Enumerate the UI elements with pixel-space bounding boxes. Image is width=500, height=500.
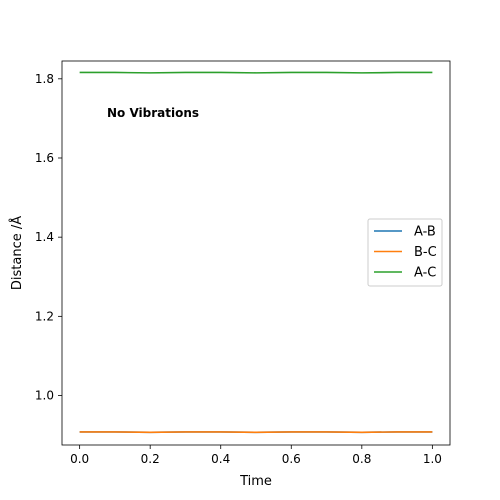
x-tick-label: 0.6 [282, 452, 301, 466]
x-axis: 0.0 0.2 0.4 0.6 0.8 1.0 [70, 445, 442, 466]
x-axis-label: Time [239, 474, 272, 489]
x-tick-label: 0.8 [352, 452, 371, 466]
legend-label-a-b: A-B [414, 225, 436, 240]
legend: A-B B-C A-C [367, 218, 443, 287]
x-tick-label: 0.0 [70, 452, 89, 466]
legend-label-a-c: A-C [414, 266, 436, 281]
legend-label-b-c: B-C [414, 245, 437, 260]
y-tick-label: 1.4 [35, 230, 54, 244]
y-axis: 1.0 1.2 1.4 1.6 1.8 [35, 72, 62, 403]
series-layer [79, 71, 433, 434]
y-axis-label: Distance /Å [9, 216, 25, 290]
x-tick-label: 1.0 [423, 452, 442, 466]
x-tick-label: 0.4 [211, 452, 230, 466]
y-tick-label: 1.8 [35, 72, 54, 86]
y-tick-label: 1.6 [35, 151, 54, 165]
x-tick-label: 0.2 [141, 452, 160, 466]
annotation-no-vibrations: No Vibrations [107, 106, 199, 120]
legend-frame [367, 218, 443, 287]
y-tick-label: 1.2 [35, 309, 54, 323]
plot-frame [61, 60, 451, 446]
y-tick-label: 1.0 [35, 389, 54, 403]
